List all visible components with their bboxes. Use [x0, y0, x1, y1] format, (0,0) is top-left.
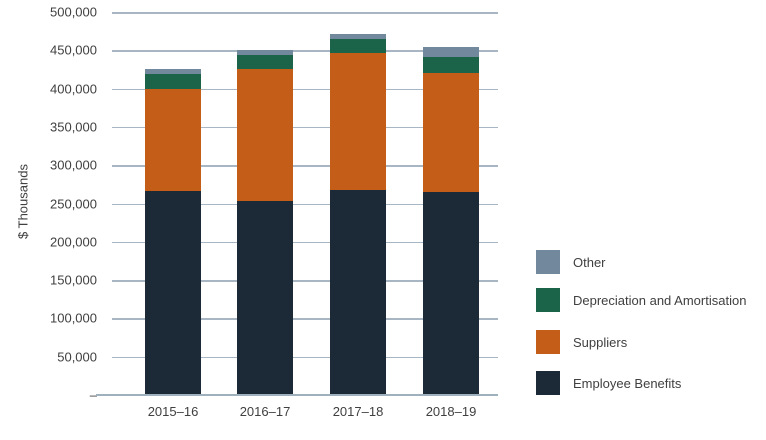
legend-label: Other	[573, 254, 606, 270]
y-tick-label: 100,000	[50, 310, 97, 326]
bar-segment-suppliers	[423, 73, 479, 192]
y-tick-label: 450,000	[50, 42, 97, 58]
legend-item-depreciation-and-amortisation: Depreciation and Amortisation	[536, 288, 746, 312]
legend-label: Employee Benefits	[573, 375, 682, 391]
y-tick-label: 400,000	[50, 81, 97, 97]
x-axis-label: 2017–18	[332, 404, 384, 419]
legend-swatch-depreciation-and-amortisation	[536, 288, 560, 312]
gridline	[112, 50, 498, 52]
gridline	[112, 126, 498, 129]
bar-segment-depreciation-and-amortisation	[423, 57, 479, 74]
bar-segment-suppliers	[145, 88, 201, 192]
legend-swatch-other	[536, 250, 560, 274]
x-axis-label: 2015–16	[147, 404, 199, 419]
gridline	[112, 88, 498, 91]
gridline	[112, 165, 498, 167]
y-tick-label: 50,000	[57, 349, 97, 365]
bar-segment-employee-benefits	[237, 201, 293, 395]
y-tick-label: 350,000	[50, 119, 97, 135]
y-tick-label: –	[89, 387, 97, 403]
y-tick-label: 300,000	[50, 157, 97, 173]
bar-segment-other	[423, 47, 479, 58]
gridline	[112, 280, 498, 282]
y-tick-label: 150,000	[50, 272, 97, 288]
y-tick-label: 200,000	[50, 234, 97, 250]
legend-swatch-employee-benefits	[536, 371, 560, 395]
bar-segment-depreciation-and-amortisation	[145, 73, 201, 89]
bar-segment-other	[237, 50, 293, 55]
gridline	[112, 203, 498, 205]
x-axis-label: 2016–17	[239, 404, 291, 419]
bar-segment-suppliers	[237, 68, 293, 202]
gridline	[112, 356, 498, 359]
legend-item-other: Other	[536, 250, 606, 274]
y-tick-label: 250,000	[50, 196, 97, 211]
bar-segment-depreciation-and-amortisation	[330, 39, 386, 53]
x-axis-line	[96, 394, 498, 396]
bar-segment-employee-benefits	[330, 190, 386, 395]
legend-swatch-suppliers	[536, 330, 560, 354]
gridline	[112, 318, 498, 320]
bar-segment-depreciation-and-amortisation	[237, 54, 293, 69]
bar-segment-suppliers	[330, 52, 386, 191]
gridline	[112, 12, 498, 14]
legend-item-suppliers: Suppliers	[536, 330, 627, 354]
bar-segment-other	[145, 68, 201, 74]
y-tick-label: 500,000	[50, 4, 97, 20]
legend-label: Suppliers	[573, 334, 628, 350]
legend-label: Depreciation and Amortisation	[573, 292, 747, 308]
bar-segment-employee-benefits	[145, 191, 201, 395]
bar-segment-employee-benefits	[423, 192, 479, 395]
x-axis-label: 2018–19	[425, 404, 477, 419]
bar-segment-other	[330, 34, 386, 40]
gridline	[112, 241, 498, 244]
legend-item-employee-benefits: Employee Benefits	[536, 371, 681, 395]
